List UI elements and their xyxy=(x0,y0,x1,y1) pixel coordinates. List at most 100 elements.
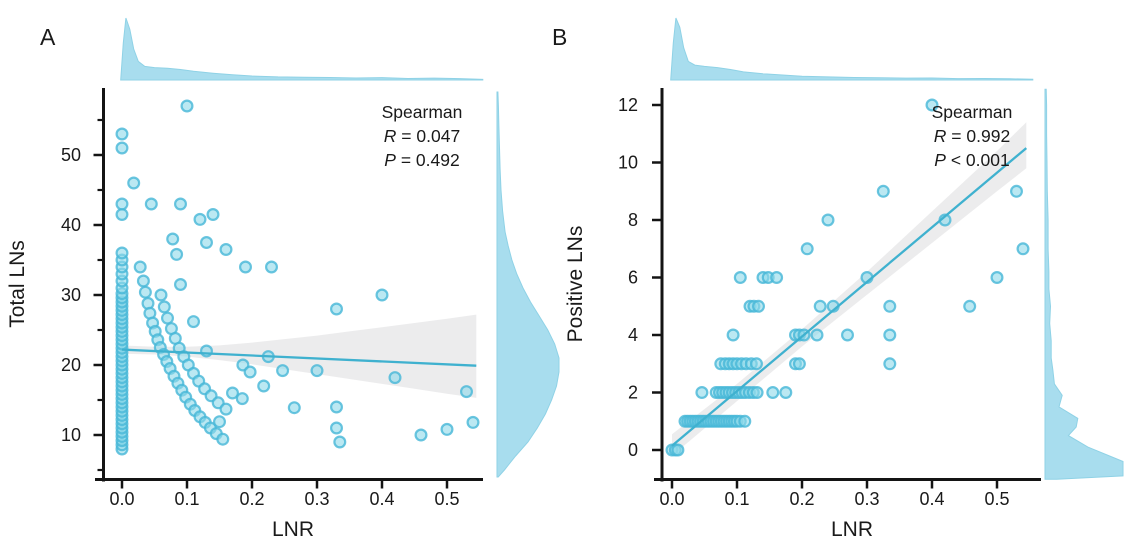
scatter-point xyxy=(154,288,168,302)
x-tick-label: 0.3 xyxy=(304,489,329,509)
panel-label-a: A xyxy=(40,24,56,50)
scatter-point xyxy=(115,127,129,141)
y-tick-label: 2 xyxy=(628,383,638,403)
annotation-stat: P < 0.001 xyxy=(934,150,1009,170)
scatter-point xyxy=(738,414,752,428)
scatter-point xyxy=(287,401,301,415)
scatter-point xyxy=(1016,242,1030,256)
top-marginal-density xyxy=(670,17,1034,81)
x-tick-label: 0.5 xyxy=(984,489,1009,509)
scatter-point xyxy=(200,236,214,250)
scatter-point xyxy=(310,364,324,378)
y-tick-label: 0 xyxy=(628,440,638,460)
scatter-point xyxy=(174,278,188,292)
scatter-point xyxy=(243,365,257,379)
y-tick-label: 30 xyxy=(61,285,81,305)
scatter-point xyxy=(115,141,129,155)
x-axis-title: LNR xyxy=(831,518,873,541)
scatter-point xyxy=(276,364,290,378)
scatter-point xyxy=(821,213,835,227)
regression-line xyxy=(121,348,477,367)
right-marginal-density xyxy=(496,91,560,478)
scatter-point xyxy=(1009,184,1023,198)
scatter-point xyxy=(766,386,780,400)
scatter-point xyxy=(733,271,747,285)
x-tick-label: 0.4 xyxy=(919,489,944,509)
scatter-point xyxy=(161,311,175,325)
y-tick-label: 8 xyxy=(628,210,638,230)
scatter-point xyxy=(810,328,824,342)
scatter-point xyxy=(671,443,685,457)
scatter-point xyxy=(963,299,977,313)
scatter-point xyxy=(157,300,171,314)
scatter-point xyxy=(726,328,740,342)
scatter-point xyxy=(779,386,793,400)
x-tick-label: 0.3 xyxy=(854,489,879,509)
panel-label-b: B xyxy=(552,24,568,50)
scatter-point xyxy=(265,260,279,274)
x-tick-label: 0.2 xyxy=(239,489,264,509)
scatter-point xyxy=(770,271,784,285)
right-marginal-density xyxy=(1044,88,1124,480)
scatter-point xyxy=(219,402,233,416)
top-marginal-density xyxy=(120,17,484,81)
scatter-point xyxy=(800,242,814,256)
panel-b-scatterplot: 0.0 0.1 0.2 0.3 0.4 0.5 0 2 4 6 8 10 12 LNR Positive L… xyxy=(564,17,1124,541)
confidence-band xyxy=(672,122,1027,456)
scatter-point xyxy=(876,184,890,198)
y-tick-label: 10 xyxy=(61,425,81,445)
scatter-point xyxy=(235,392,249,406)
scatter-point xyxy=(749,357,763,371)
scatter-point xyxy=(883,299,897,313)
scatter-point xyxy=(115,246,129,260)
scatter-point xyxy=(226,386,240,400)
scatter-point xyxy=(440,422,454,436)
scatter-point xyxy=(200,344,214,358)
scatter-point xyxy=(219,243,233,257)
scatter-point xyxy=(750,386,764,400)
scatter-point xyxy=(792,357,806,371)
y-axis-title: Positive LNs xyxy=(564,226,587,343)
scatter-point xyxy=(136,274,150,288)
annotation-stat: R = 0.992 xyxy=(934,126,1010,146)
panel-a-scatterplot: 0.0 0.1 0.2 0.3 0.4 0.5 10 20 30 40 50 LNR Total LNs… xyxy=(6,17,560,541)
scatter-point xyxy=(193,212,207,226)
scatter-point xyxy=(460,385,474,399)
scatter-point xyxy=(115,208,129,222)
scatter-point xyxy=(257,379,271,393)
scatter-point xyxy=(170,247,184,261)
scatter-point xyxy=(840,328,854,342)
scatter-point xyxy=(239,260,253,274)
y-tick-label: 20 xyxy=(61,355,81,375)
scatter-point xyxy=(166,232,180,246)
regression-line xyxy=(671,147,1028,447)
scatter-point xyxy=(466,415,480,429)
scatter-point xyxy=(813,299,827,313)
scatter-point xyxy=(330,421,344,435)
x-tick-label: 0.0 xyxy=(109,489,134,509)
x-tick-label: 0.5 xyxy=(434,489,459,509)
scatter-point xyxy=(414,428,428,442)
y-tick-label: 4 xyxy=(628,325,638,345)
scatter-point xyxy=(883,357,897,371)
scatter-point xyxy=(333,435,347,449)
y-tick-label: 50 xyxy=(61,145,81,165)
scatter-point xyxy=(388,371,402,385)
scatter-point xyxy=(883,328,897,342)
confidence-band xyxy=(122,314,477,398)
scatter-point xyxy=(138,285,152,299)
y-tick-label: 40 xyxy=(61,215,81,235)
x-tick-label: 0.1 xyxy=(724,489,749,509)
scatter-point xyxy=(180,99,194,113)
scatter-point xyxy=(144,197,158,211)
x-tick-label: 0.4 xyxy=(369,489,394,509)
scatter-point xyxy=(375,288,389,302)
annotation-method: Spearman xyxy=(382,102,463,122)
x-axis-title: LNR xyxy=(272,518,314,541)
scatter-point xyxy=(187,315,201,329)
scatter-point xyxy=(127,176,141,190)
y-tick-label: 10 xyxy=(618,153,638,173)
x-tick-label: 0.0 xyxy=(659,489,684,509)
